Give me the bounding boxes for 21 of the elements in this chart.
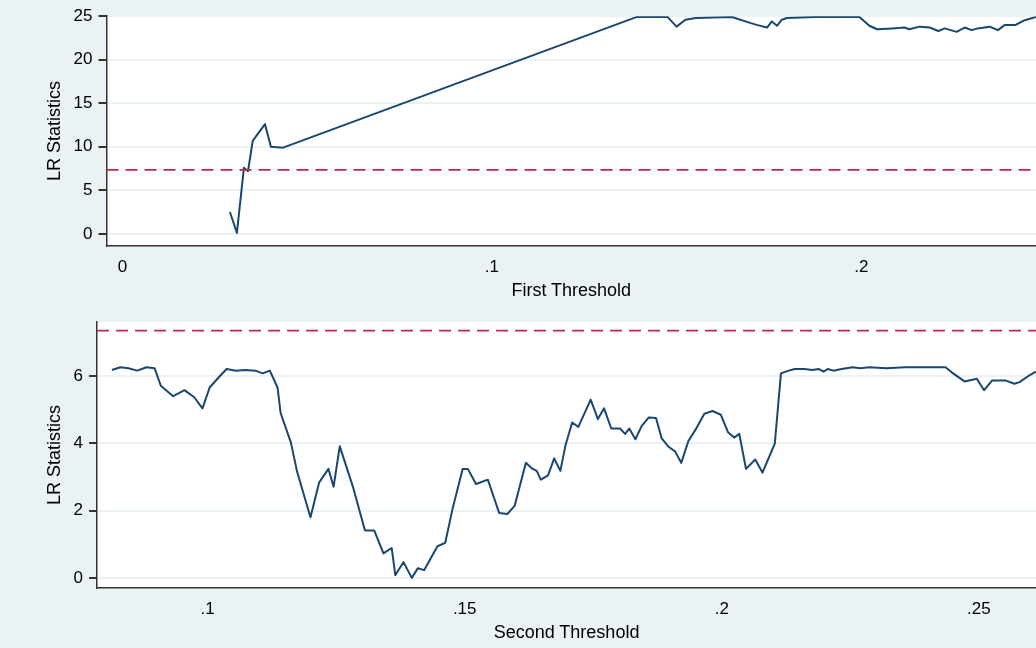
- y-tick-label: 2: [73, 500, 84, 520]
- y-tick-label: 25: [73, 5, 93, 25]
- y-axis-title: LR Statistics: [43, 81, 64, 182]
- x-axis-title: First Threshold: [511, 280, 632, 301]
- y-tick-label: 6: [73, 365, 84, 385]
- y-axis-title: LR Statistics: [43, 405, 64, 506]
- y-tick-label: 15: [73, 92, 93, 112]
- y-tick-label: 20: [73, 49, 93, 69]
- x-tick-label: .2: [854, 256, 869, 276]
- y-tick-label: 4: [73, 433, 84, 453]
- y-tick-label: 0: [73, 567, 84, 587]
- y-tick-label: 10: [73, 136, 93, 156]
- y-tick-label: 0: [83, 223, 93, 243]
- x-tick-label: .2: [714, 598, 729, 618]
- y-tick-label: 5: [83, 179, 93, 199]
- x-tick-label: .15: [452, 598, 477, 618]
- x-tick-label: .1: [484, 256, 499, 276]
- x-tick-label: .1: [200, 598, 215, 618]
- x-tick-label: 0: [117, 256, 128, 276]
- x-tick-label: .25: [967, 598, 991, 618]
- x-axis-title: Second Threshold: [493, 622, 640, 643]
